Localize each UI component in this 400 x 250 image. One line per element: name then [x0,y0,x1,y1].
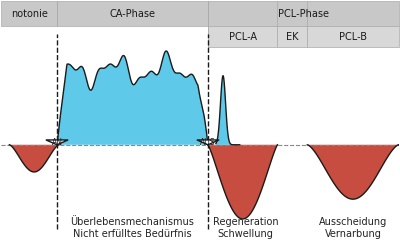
Text: Ausscheidung
Vernarbung: Ausscheidung Vernarbung [319,217,387,239]
Text: AUS: AUS [200,138,216,147]
FancyBboxPatch shape [57,2,208,26]
Polygon shape [57,51,208,145]
Text: PCL-A: PCL-A [229,32,257,42]
FancyBboxPatch shape [307,26,399,47]
Text: CA-Phase: CA-Phase [110,9,156,19]
Text: PCL-Phase: PCL-Phase [278,9,329,19]
FancyBboxPatch shape [208,2,399,26]
Polygon shape [197,140,219,145]
FancyBboxPatch shape [208,26,278,47]
Polygon shape [46,140,68,145]
Polygon shape [208,145,278,219]
Text: AN: AN [52,138,62,147]
Text: Überlebensmechanismus
Nicht erfülltes Bedürfnis: Überlebensmechanismus Nicht erfülltes Be… [70,217,194,239]
Polygon shape [216,76,240,145]
FancyBboxPatch shape [1,2,57,26]
Polygon shape [9,145,59,172]
FancyBboxPatch shape [278,26,307,47]
Polygon shape [307,145,399,199]
Text: EK: EK [286,32,299,42]
Text: Regeneration
Schwellung: Regeneration Schwellung [213,217,278,239]
Text: PCL-B: PCL-B [339,32,367,42]
Text: notonie: notonie [11,9,48,19]
